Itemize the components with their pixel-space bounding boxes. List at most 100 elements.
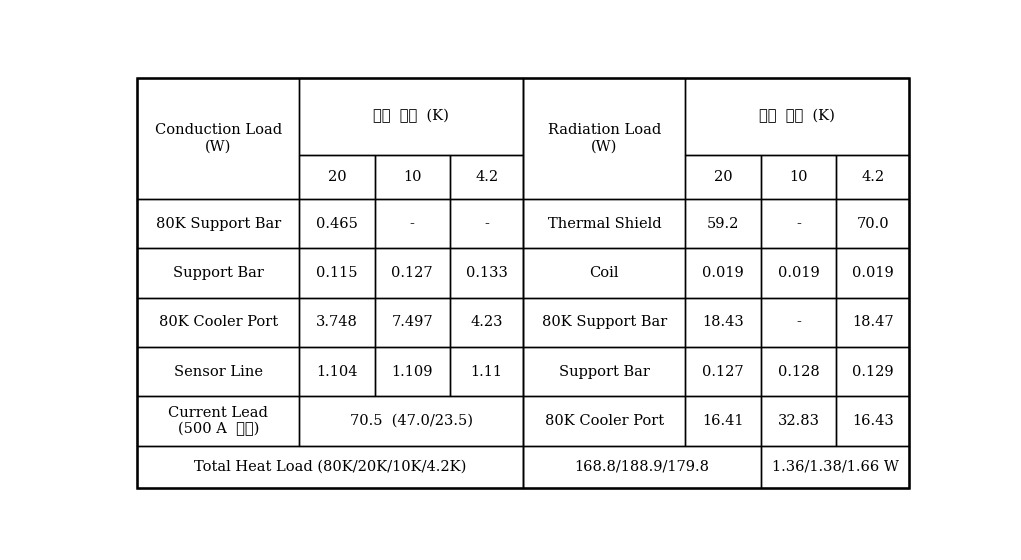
Bar (299, 396, 523, 446)
Text: Support Bar: Support Bar (558, 365, 649, 379)
Bar (137, 446, 523, 488)
Text: 운전  온도  (K): 운전 온도 (K) (760, 109, 835, 124)
Bar (299, 249, 375, 298)
Bar (375, 155, 450, 199)
Bar (137, 347, 299, 396)
Text: 10: 10 (789, 170, 808, 184)
Text: 59.2: 59.2 (707, 217, 739, 231)
Text: -: - (484, 217, 489, 231)
Bar (299, 199, 375, 249)
Text: 운전  온도  (K): 운전 온도 (K) (374, 109, 449, 124)
Bar (523, 199, 685, 249)
Bar (836, 199, 910, 249)
Bar (685, 249, 761, 298)
Bar (299, 347, 375, 396)
Bar (761, 199, 836, 249)
Bar (523, 249, 685, 298)
Bar (523, 396, 685, 446)
Bar (523, 446, 761, 488)
Bar (523, 347, 685, 396)
Text: 18.43: 18.43 (702, 315, 744, 329)
Bar (375, 249, 450, 298)
Text: 0.019: 0.019 (852, 266, 893, 280)
Bar (450, 347, 523, 396)
Text: 0.019: 0.019 (778, 266, 819, 280)
Bar (137, 249, 299, 298)
Text: -: - (796, 217, 800, 231)
Bar (685, 298, 761, 347)
Bar (685, 78, 910, 155)
Text: -: - (796, 315, 800, 329)
Text: 70.0: 70.0 (857, 217, 889, 231)
Text: 16.41: 16.41 (702, 414, 744, 428)
Text: 0.127: 0.127 (391, 266, 433, 280)
Bar (836, 396, 910, 446)
Bar (375, 199, 450, 249)
Text: 0.128: 0.128 (778, 365, 819, 379)
Bar (836, 298, 910, 347)
Text: 10: 10 (403, 170, 422, 184)
Text: 32.83: 32.83 (777, 414, 820, 428)
Bar (836, 347, 910, 396)
Bar (761, 155, 836, 199)
Text: Coil: Coil (589, 266, 619, 280)
Text: 0.115: 0.115 (317, 266, 357, 280)
Text: 168.8/188.9/179.8: 168.8/188.9/179.8 (575, 460, 710, 474)
Bar (375, 298, 450, 347)
Text: Support Bar: Support Bar (173, 266, 263, 280)
Bar (137, 78, 299, 199)
Bar (836, 249, 910, 298)
Bar (450, 298, 523, 347)
Bar (685, 155, 761, 199)
Bar (375, 347, 450, 396)
Text: 4.2: 4.2 (475, 170, 498, 184)
Bar (685, 396, 761, 446)
Text: 20: 20 (714, 170, 732, 184)
Bar (761, 249, 836, 298)
Text: 4.2: 4.2 (861, 170, 884, 184)
Text: 20: 20 (328, 170, 346, 184)
Text: Radiation Load
(W): Radiation Load (W) (547, 123, 661, 153)
Text: 18.47: 18.47 (852, 315, 893, 329)
Text: 1.11: 1.11 (471, 365, 502, 379)
Text: Conduction Load
(W): Conduction Load (W) (154, 123, 282, 153)
Text: 1.36/1.38/1.66 W: 1.36/1.38/1.66 W (772, 460, 898, 474)
Bar (299, 298, 375, 347)
Text: 0.133: 0.133 (466, 266, 507, 280)
Text: Sensor Line: Sensor Line (174, 365, 262, 379)
Bar (137, 199, 299, 249)
Text: 80K Cooler Port: 80K Cooler Port (545, 414, 664, 428)
Bar (299, 78, 523, 155)
Bar (685, 199, 761, 249)
Text: 1.109: 1.109 (391, 365, 433, 379)
Text: 80K Support Bar: 80K Support Bar (542, 315, 667, 329)
Bar (137, 396, 299, 446)
Text: Thermal Shield: Thermal Shield (547, 217, 662, 231)
Text: 3.748: 3.748 (317, 315, 358, 329)
Bar (523, 298, 685, 347)
Bar (836, 155, 910, 199)
Bar (299, 155, 375, 199)
Bar (685, 347, 761, 396)
Text: 4.23: 4.23 (471, 315, 502, 329)
Text: -: - (409, 217, 415, 231)
Text: 1.104: 1.104 (317, 365, 357, 379)
Text: 7.497: 7.497 (391, 315, 433, 329)
Bar (450, 199, 523, 249)
Bar (523, 78, 685, 199)
Bar (137, 298, 299, 347)
Text: 0.129: 0.129 (852, 365, 893, 379)
Text: Total Heat Load (80K/20K/10K/4.2K): Total Heat Load (80K/20K/10K/4.2K) (194, 460, 467, 474)
Bar (761, 298, 836, 347)
Text: 0.465: 0.465 (317, 217, 358, 231)
Bar (450, 249, 523, 298)
Bar (761, 396, 836, 446)
Text: Current Lead
(500 A  통전): Current Lead (500 A 통전) (168, 406, 269, 436)
Text: 16.43: 16.43 (852, 414, 893, 428)
Text: 80K Support Bar: 80K Support Bar (155, 217, 281, 231)
Bar (761, 347, 836, 396)
Text: 0.127: 0.127 (702, 365, 744, 379)
Text: 0.019: 0.019 (702, 266, 744, 280)
Bar (450, 155, 523, 199)
Bar (761, 446, 910, 488)
